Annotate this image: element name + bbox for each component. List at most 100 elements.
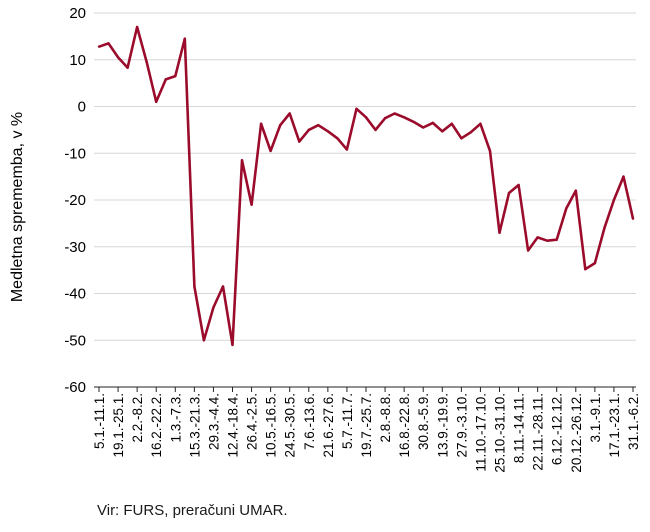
y-tick-label: -50 — [64, 332, 86, 349]
x-tick-label: 8.11.-14.11. — [512, 393, 527, 463]
data-point — [383, 116, 387, 120]
x-tick-label: 16.8.-22.8. — [397, 393, 412, 458]
x-tick-label: 6.12.-12.12. — [550, 393, 565, 465]
x-tick-label: 29.3.-4.4. — [206, 393, 221, 450]
data-point — [193, 285, 196, 288]
x-tick-label: 30.8.-5.9. — [416, 393, 431, 450]
data-point — [116, 56, 120, 59]
x-axis-tick-labels: 5.1.-11.1. 19.1.-25.1. 2.2.-8.2. 16.2.-22.2… — [92, 393, 641, 473]
data-point — [526, 249, 530, 252]
x-tick-label: 11.10.-17.10. — [473, 393, 488, 472]
data-point — [107, 42, 110, 45]
data-point — [393, 112, 396, 115]
data-point — [364, 116, 368, 119]
data-point — [431, 121, 434, 125]
data-point — [536, 236, 539, 239]
data-point — [202, 339, 206, 342]
data-point — [355, 107, 358, 111]
data-point — [288, 112, 291, 115]
x-tick-label: 5.7.-11.7. — [340, 393, 355, 449]
x-tick-label: 19.1.-25.1. — [111, 393, 126, 458]
data-point — [250, 203, 253, 206]
x-tick-label: 19.7.-25.7. — [359, 393, 374, 458]
data-point — [126, 66, 129, 69]
y-tick-label: 20 — [69, 5, 86, 22]
y-tick-label: -40 — [64, 286, 86, 303]
y-tick-label: -10 — [64, 145, 86, 162]
data-point — [517, 183, 520, 187]
data-point — [374, 128, 377, 132]
data-point — [97, 45, 101, 48]
source-note: Vir: FURS, preračuni UMAR. — [97, 502, 288, 519]
data-point — [135, 25, 139, 29]
line-chart: 20 10 0 -10 -20 -30 -40 -50 -60 5.1.-11.1. 19.1.-… — [9, 5, 641, 473]
y-tick-label: -60 — [64, 379, 86, 396]
data-point — [164, 78, 167, 81]
data-point — [183, 37, 187, 40]
x-tick-label: 31.1.-6.2. — [626, 393, 641, 450]
data-point — [345, 148, 349, 151]
data-point — [555, 238, 558, 241]
data-point — [307, 128, 310, 132]
data-point — [221, 285, 225, 288]
x-tick-label: 13.9.-19.9. — [435, 393, 450, 458]
x-tick-label: 3.1.-9.1. — [588, 393, 603, 443]
data-point — [631, 217, 635, 220]
data-point — [593, 261, 597, 265]
data-point — [507, 191, 511, 195]
data-point — [603, 226, 606, 230]
series-layer — [97, 25, 635, 347]
data-point — [145, 60, 148, 64]
y-axis-tick-labels: 20 10 0 -10 -20 -30 -40 -50 -60 — [64, 5, 86, 396]
x-tick-label: 16.2.-22.2. — [149, 393, 164, 458]
gridlines — [94, 12, 636, 388]
x-tick-label: 1.3.-7.3. — [168, 393, 183, 443]
data-point — [498, 231, 501, 234]
x-tick-label: 2.2.-8.2. — [130, 393, 145, 443]
y-tick-label: -30 — [64, 239, 86, 256]
x-tick-label: 22.11.-28.11. — [531, 393, 546, 471]
y-axis-label: Medletna sprememba, v % — [9, 112, 26, 302]
data-point — [412, 120, 415, 124]
data-point — [612, 198, 616, 202]
data-point — [259, 122, 263, 125]
data-point — [422, 126, 425, 129]
x-tick-label: 10.5.-16.5. — [264, 393, 279, 458]
data-point — [326, 130, 330, 133]
data-point — [317, 124, 320, 127]
data-point — [488, 149, 492, 153]
data-point — [450, 122, 454, 125]
data-point — [240, 159, 244, 162]
data-point — [231, 343, 234, 347]
data-point — [545, 239, 549, 242]
series-line — [98, 25, 635, 347]
data-point — [574, 189, 577, 192]
data-point — [336, 137, 339, 140]
data-point — [269, 149, 272, 153]
x-tick-label: 25.10.-31.10. — [493, 393, 508, 473]
x-tick-label: 20.12.-26.12. — [569, 393, 584, 473]
data-point — [155, 100, 158, 104]
x-tick-label: 26.4.-2.5. — [245, 393, 260, 450]
x-tick-label: 17.1.-23.1. — [607, 393, 622, 458]
data-point — [469, 131, 473, 134]
data-point — [460, 137, 463, 140]
data-point — [479, 122, 482, 125]
x-tick-label: 7.6.-13.6. — [302, 393, 317, 450]
x-tick-label: 12.4.-18.4. — [226, 393, 241, 458]
data-point — [441, 130, 444, 133]
x-tick-label: 2.8.-8.8. — [378, 393, 393, 443]
data-point — [278, 124, 282, 127]
x-tick-label: 5.1.-11.1. — [92, 393, 107, 449]
x-tick-label: 21.6.-27.6. — [321, 393, 336, 458]
data-point — [212, 306, 215, 309]
x-axis — [94, 386, 636, 392]
x-tick-label: 24.5.-30.5. — [283, 393, 298, 458]
data-point — [402, 116, 406, 119]
y-tick-label: -20 — [64, 192, 86, 209]
y-tick-label: 0 — [78, 99, 86, 116]
data-point — [622, 175, 625, 178]
data-point — [298, 140, 301, 143]
x-tick-label: 15.3.-21.3. — [187, 393, 202, 458]
data-point — [584, 267, 587, 271]
